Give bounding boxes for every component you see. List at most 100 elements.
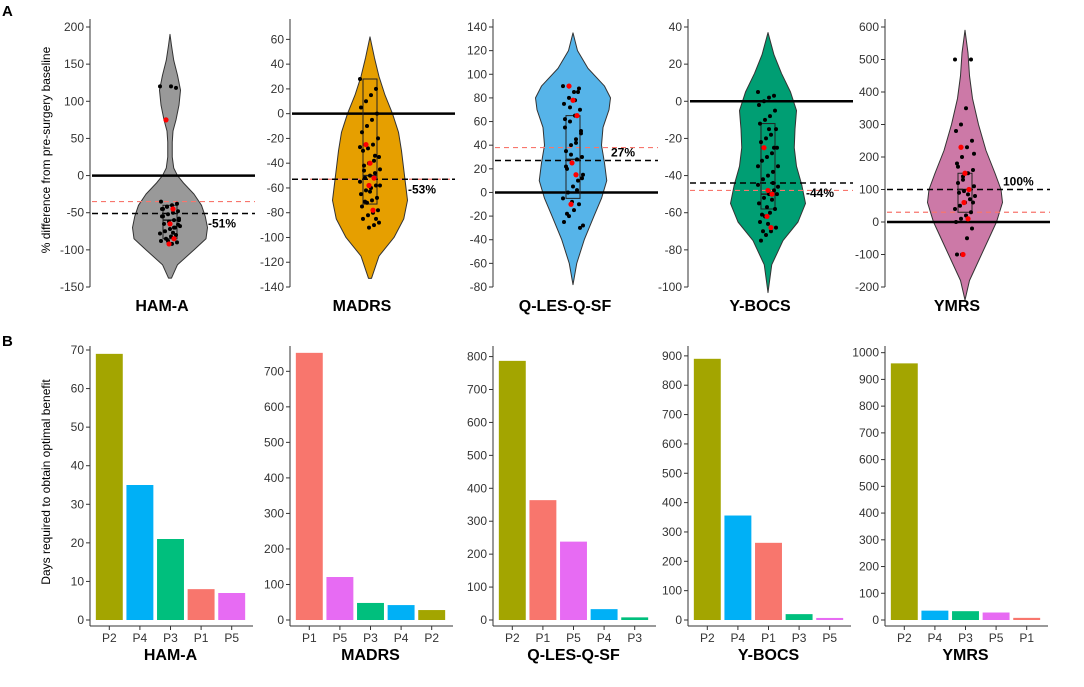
bar-chart-ham-a: 0 10 20 30 40 50 60 70 P2 P4 P3 P1 P5 HAM-A	[71, 343, 253, 664]
data-point	[572, 208, 576, 213]
y-tick-label: 400	[859, 85, 879, 99]
y-tick-label: 600	[859, 20, 879, 34]
data-point	[163, 229, 167, 234]
data-point	[767, 95, 771, 100]
data-point	[970, 138, 974, 143]
y-tick-label: 40	[474, 138, 488, 152]
x-tick-label: P3	[363, 631, 378, 645]
y-tick-label: 200	[662, 554, 682, 568]
y-tick-label: 0	[277, 107, 284, 121]
x-tick-label: P4	[597, 631, 612, 645]
data-point	[371, 142, 375, 147]
y-tick-label: 40	[669, 20, 683, 34]
panel-a-label: A	[2, 3, 13, 20]
y-tick-label: 300	[662, 525, 682, 539]
data-point	[369, 93, 373, 98]
highlight-point	[570, 97, 576, 103]
data-point	[376, 136, 380, 141]
bar-p3	[357, 602, 384, 620]
bar-p2	[498, 360, 526, 620]
highlight-point	[574, 113, 580, 119]
y-tick-label: 800	[859, 399, 879, 413]
mean-percent-label: -53%	[408, 182, 436, 196]
y-tick-label: 600	[662, 437, 682, 451]
bar-p3	[952, 611, 979, 620]
data-point	[569, 143, 573, 148]
chart-name: HAM-A	[135, 298, 189, 315]
data-point	[759, 238, 763, 243]
highlight-point	[566, 83, 572, 89]
data-point	[575, 157, 579, 162]
data-point	[580, 176, 584, 181]
y-tick-label: 300	[467, 514, 487, 528]
highlight-point	[367, 160, 373, 166]
y-tick-label: -60	[267, 181, 285, 195]
data-point	[565, 211, 569, 216]
data-point	[756, 90, 760, 94]
y-tick-label: 400	[662, 496, 682, 510]
data-point	[376, 208, 380, 213]
y-tick-label: 40	[71, 459, 85, 473]
data-point	[368, 189, 372, 194]
y-tick-label: -100	[60, 243, 84, 257]
violin-chart-y-bocs: -100 -80 -60 -40 -20 0 20 40 -44% Y-BOCS	[658, 19, 853, 315]
data-point	[960, 155, 964, 159]
chart-name: MADRS	[333, 298, 392, 315]
x-tick-label: P3	[627, 631, 642, 645]
data-point	[769, 132, 773, 137]
y-tick-label: 800	[467, 350, 487, 364]
data-point	[172, 218, 176, 223]
y-tick-label: -140	[260, 280, 284, 294]
data-point	[574, 140, 578, 145]
data-point	[767, 127, 771, 132]
data-point	[772, 188, 776, 193]
y-tick-label: 0	[872, 215, 879, 229]
data-point	[971, 168, 975, 172]
data-point	[378, 167, 382, 172]
highlight-point	[764, 213, 770, 220]
y-tick-label: 500	[859, 53, 879, 67]
data-point	[579, 129, 583, 133]
bar-p2	[95, 353, 123, 620]
data-point	[760, 158, 764, 163]
data-point	[158, 84, 162, 89]
violin-panel: -150-100-50050100150200-51%HAM-A-140-120…	[60, 19, 1050, 315]
y-tick-label: -120	[260, 255, 284, 269]
y-tick-label: 0	[872, 613, 879, 627]
y-tick-label: -40	[470, 233, 488, 247]
y-tick-label: -60	[665, 206, 683, 220]
data-point	[972, 151, 976, 156]
y-tick-label: 200	[859, 150, 879, 164]
data-point	[165, 204, 169, 209]
highlight-point	[366, 182, 372, 189]
data-point	[758, 220, 762, 224]
data-point	[763, 117, 767, 122]
data-point	[368, 173, 372, 178]
x-tick-label: P5	[989, 631, 1004, 645]
highlight-point	[573, 172, 579, 178]
data-point	[761, 177, 765, 182]
bar-panel: 0 10 20 30 40 50 60 70 P2 P4 P3 P1 P5 HAM-A 0 100 200 300…	[71, 343, 1048, 664]
data-point	[576, 178, 580, 183]
y-tick-label: 140	[467, 20, 487, 34]
x-tick-label: P2	[102, 631, 117, 645]
data-point	[174, 233, 178, 237]
data-point	[581, 223, 585, 228]
data-point	[576, 90, 580, 94]
data-point	[567, 95, 571, 100]
data-point	[965, 236, 969, 241]
data-point	[561, 84, 565, 89]
y-tick-label: 20	[474, 162, 488, 176]
data-point	[358, 145, 362, 150]
violin-shape	[332, 36, 408, 279]
data-point	[377, 155, 381, 159]
highlight-point	[568, 201, 574, 207]
y-tick-label: 150	[64, 57, 84, 71]
data-point	[958, 203, 962, 208]
highlight-point	[962, 170, 968, 176]
box-plot	[362, 78, 378, 205]
data-point	[365, 124, 369, 129]
data-point	[955, 161, 959, 166]
y-tick-label: 200	[64, 20, 84, 34]
data-point	[770, 197, 774, 202]
